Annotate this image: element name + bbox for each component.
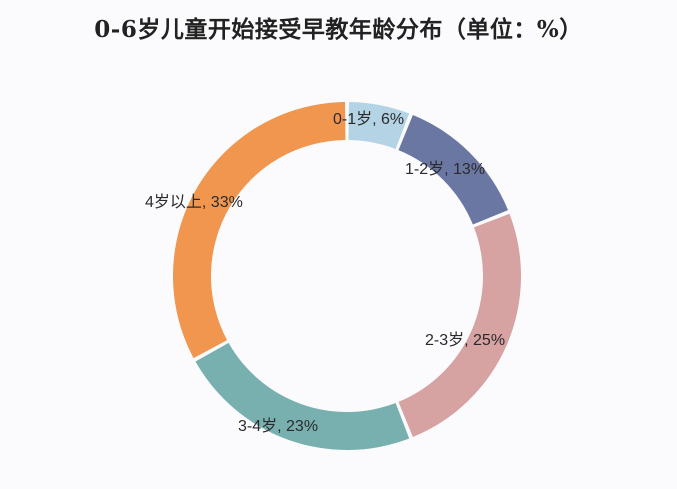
slice-label-4: 3-4岁, 23% [238, 417, 318, 435]
donut-slice-3 [398, 213, 521, 438]
slice-labels: 0-1岁, 6% 1-2岁, 13% 2-3岁, 25% 3-4岁, 23% 4岁以上,… [145, 110, 505, 435]
slice-label-5: 4岁以上, 33% [145, 193, 243, 211]
donut-slice-1 [348, 102, 410, 149]
donut-slices [173, 102, 521, 450]
donut-slice-2 [398, 114, 509, 225]
slice-label-3: 2-3岁, 25% [425, 331, 505, 349]
slice-label-1: 0-1岁, 6% [333, 110, 404, 128]
donut-slice-4 [195, 342, 410, 450]
donut-slice-5 [173, 102, 346, 359]
slice-label-2: 1-2岁, 13% [405, 160, 485, 178]
chart-title: 0-6岁儿童开始接受早教年龄分布（单位：%） [94, 16, 583, 43]
